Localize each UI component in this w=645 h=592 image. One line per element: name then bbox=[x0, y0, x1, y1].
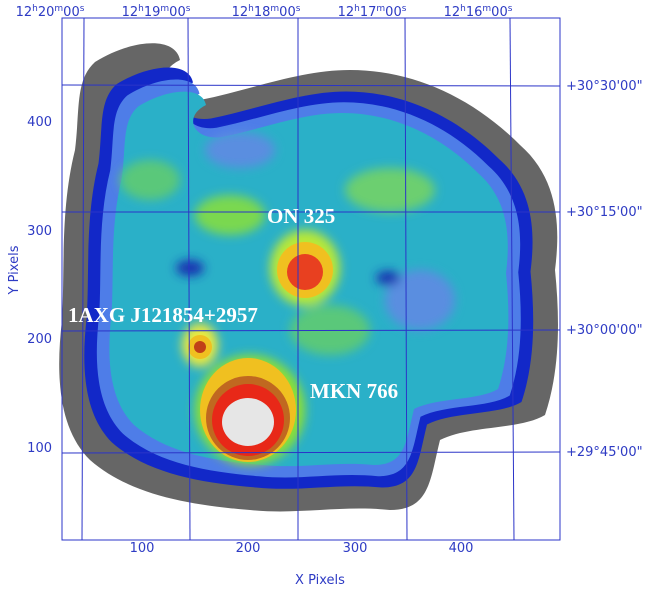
x-axis-label: X Pixels bbox=[295, 573, 345, 588]
right-tick-label: +29°45'00" bbox=[566, 445, 643, 460]
x-tick-label: 400 bbox=[449, 541, 474, 556]
right-tick-label: +30°15'00" bbox=[566, 205, 643, 220]
y-tick-label: 400 bbox=[27, 115, 52, 130]
y-tick-label: 300 bbox=[27, 224, 52, 239]
y-tick-label: 100 bbox=[27, 441, 52, 456]
x-tick-label: 200 bbox=[236, 541, 261, 556]
source-label: 1AXG J121854+2957 bbox=[68, 303, 258, 327]
top-tick-label: 12h19m00s bbox=[122, 4, 191, 20]
right-tick-label: +30°30'00" bbox=[566, 79, 643, 94]
x-tick-label: 100 bbox=[130, 541, 155, 556]
y-axis-label: Y Pixels bbox=[7, 245, 22, 295]
top-tick-label: 12h20m00s bbox=[16, 4, 85, 20]
right-tick-label: +30°00'00" bbox=[566, 323, 643, 338]
y-tick-label: 200 bbox=[27, 332, 52, 347]
source-core bbox=[222, 398, 274, 446]
source-core bbox=[194, 341, 206, 353]
xray-image-plot: X Pixels Y Pixels ON 325 1AXG J121854+29… bbox=[0, 0, 645, 592]
source-label: ON 325 bbox=[267, 204, 335, 228]
top-tick-label: 12h16m00s bbox=[444, 4, 513, 20]
top-tick-label: 12h18m00s bbox=[232, 4, 301, 20]
x-tick-label: 300 bbox=[343, 541, 368, 556]
source-label: MKN 766 bbox=[310, 379, 398, 403]
top-tick-label: 12h17m00s bbox=[338, 4, 407, 20]
source-core bbox=[287, 254, 323, 290]
